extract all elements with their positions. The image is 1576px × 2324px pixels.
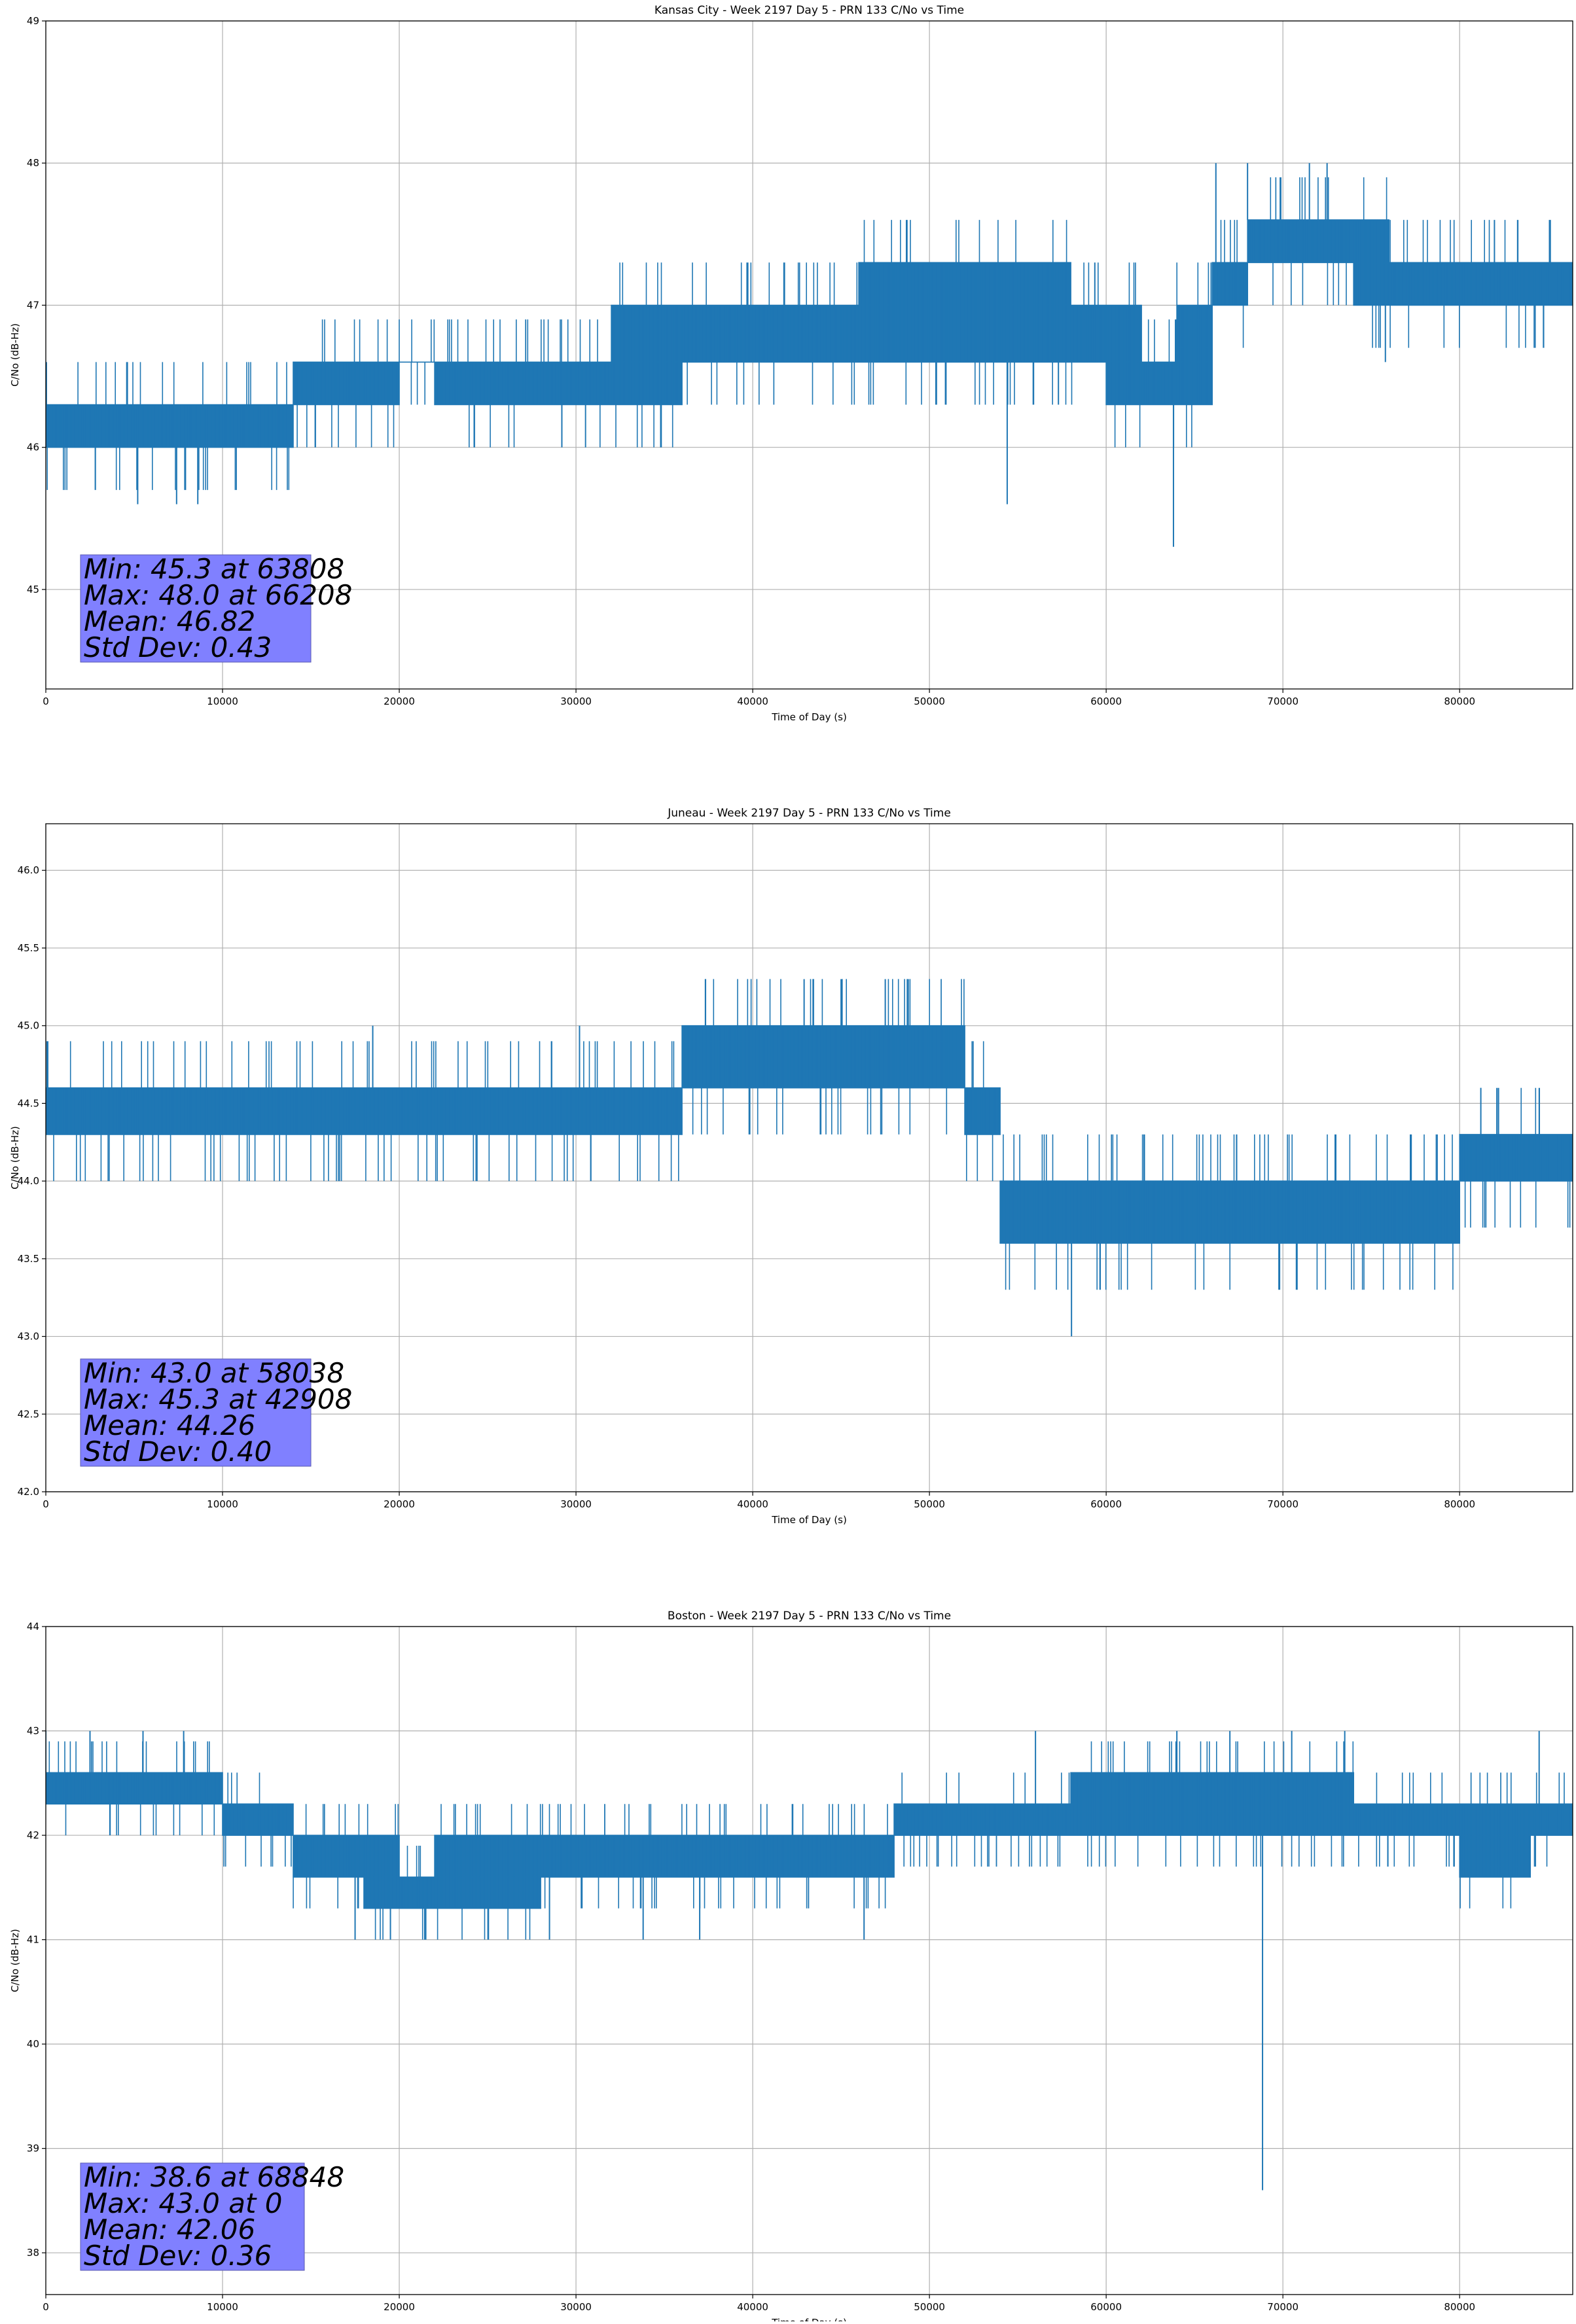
stats-line: Min: 45.3 at 63808 [84,553,344,585]
x-tick-label: 30000 [560,2301,592,2313]
y-tick-label: 44.5 [18,1097,39,1109]
data-series [46,163,1573,547]
y-tick-label: 46 [27,442,39,453]
x-tick-label: 80000 [1444,1498,1475,1510]
y-axis-label: C/No (dB-Hz) [9,1126,21,1189]
stats-box [80,554,312,663]
x-tick-label: 50000 [914,695,945,707]
y-axis-label: C/No (dB-Hz) [9,323,21,387]
y-tick-label: 41 [27,1934,39,1946]
stats-line: Max: 48.0 at 66208 [84,579,352,611]
stats-line: Min: 38.6 at 68848 [84,2161,344,2193]
chart-panel-2: 0 10000 20000 30000 40000 50000 60000 70000 8000… [9,1610,1573,2324]
x-axis-label: Time of Day (s) [771,1514,847,1526]
stats-line: Mean: 44.26 [84,1409,255,1441]
stats-line: Std Dev: 0.40 [84,1435,272,1468]
x-tick-label: 20000 [384,1498,415,1510]
y-tick-label: 38 [27,2247,39,2259]
stats-line: Std Dev: 0.36 [84,2240,272,2272]
y-tick-label: 40 [27,2038,39,2050]
y-tick-label: 47 [27,299,39,311]
chart-panel-1: 0 10000 20000 30000 40000 50000 60000 70000 8000… [9,807,1573,1526]
x-axis-label: Time of Day (s) [771,711,847,723]
y-tick-label: 48 [27,157,39,169]
x-tick-label: 40000 [737,1498,768,1510]
stats-line: Mean: 42.06 [84,2213,255,2245]
y-tick-label: 45.0 [18,1020,39,1032]
x-tick-label: 0 [43,695,49,707]
x-tick-label: 80000 [1444,695,1475,707]
y-tick-label: 42.0 [18,1486,39,1498]
x-tick-label: 50000 [914,2301,945,2313]
x-tick-label: 60000 [1090,1498,1122,1510]
x-tick-label: 40000 [737,695,768,707]
y-tick-label: 45 [27,584,39,595]
y-tick-label: 43.0 [18,1331,39,1343]
stats-box [80,2162,305,2271]
stats-line: Min: 43.0 at 58038 [84,1357,344,1389]
y-tick-label: 42.5 [18,1408,39,1420]
y-tick-label: 44 [27,1621,39,1632]
y-tick-label: 45.5 [18,942,39,954]
y-tick-label: 49 [27,15,39,27]
x-tick-label: 60000 [1090,2301,1122,2313]
series-band [46,979,1573,1290]
axes-frame [45,1626,1573,2295]
stats-line: Std Dev: 0.43 [84,631,272,663]
y-tick-label: 46.0 [18,864,39,876]
x-tick-label: 80000 [1444,2301,1475,2313]
y-tick-label: 43 [27,1725,39,1737]
x-tick-label: 10000 [207,2301,238,2313]
axes-frame [45,20,1573,690]
y-axis-label: C/No (dB-Hz) [9,1929,21,1992]
chart-title: Juneau - Week 2197 Day 5 - PRN 133 C/No … [667,807,951,820]
chart-title: Kansas City - Week 2197 Day 5 - PRN 133 … [654,4,964,17]
y-tick-label: 42 [27,1829,39,1841]
y-tick-label: 39 [27,2143,39,2155]
x-tick-label: 70000 [1267,2301,1298,2313]
stats-box [80,1358,312,1467]
axes-frame [45,823,1573,1492]
chart-panel-0: 0 10000 20000 30000 40000 50000 60000 70000 8000… [9,4,1573,723]
x-tick-label: 0 [43,1498,49,1510]
x-tick-label: 20000 [384,2301,415,2313]
x-tick-label: 70000 [1267,1498,1298,1510]
stats-line: Mean: 46.82 [84,605,255,637]
data-series [46,979,1573,1337]
series-band [46,1741,1573,1940]
x-tick-label: 0 [43,2301,49,2313]
x-tick-label: 10000 [207,1498,238,1510]
x-tick-label: 40000 [737,2301,768,2313]
x-tick-label: 70000 [1267,695,1298,707]
x-tick-label: 50000 [914,1498,945,1510]
stats-line: Max: 43.0 at 0 [84,2187,282,2219]
series-band [46,177,1573,490]
x-tick-label: 60000 [1090,695,1122,707]
stats-line: Max: 45.3 at 42908 [84,1383,352,1415]
x-axis-label: Time of Day (s) [771,2317,847,2321]
x-tick-label: 20000 [384,695,415,707]
y-tick-label: 44.0 [18,1175,39,1187]
chart-title: Boston - Week 2197 Day 5 - PRN 133 C/No … [668,1610,951,1623]
y-tick-label: 43.5 [18,1253,39,1265]
x-tick-label: 30000 [560,1498,592,1510]
x-tick-label: 30000 [560,695,592,707]
data-series [46,1731,1573,2191]
x-tick-label: 10000 [207,695,238,707]
